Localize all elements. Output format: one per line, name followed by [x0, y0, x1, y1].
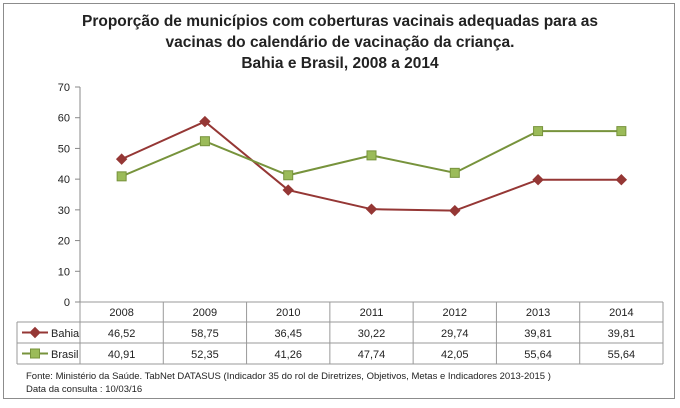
chart-frame: [3, 3, 675, 399]
bahia-point: [615, 174, 628, 186]
bahia-point: [199, 115, 211, 128]
y-tick-label: 40: [58, 174, 70, 186]
bahia-point: [282, 184, 294, 196]
y-tick-label: 60: [58, 113, 70, 125]
y-tick-label: 50: [58, 143, 70, 155]
data-label: 47,74: [358, 349, 386, 361]
data-label: 40,91: [108, 349, 136, 361]
chart-title: Proporção de municípios com coberturas v…: [82, 13, 598, 30]
data-label: 36,45: [274, 328, 302, 340]
chart-title: Bahia e Brasil, 2008 a 2014: [241, 55, 439, 72]
y-tick-label: 10: [58, 266, 70, 278]
y-tick-label: 70: [58, 82, 70, 94]
legend-marker: [30, 348, 40, 359]
footnote: Data da consulta : 10/03/16: [26, 384, 142, 395]
bahia-point: [449, 204, 461, 217]
data-label: 52,35: [191, 349, 219, 361]
brasil-point: [199, 136, 210, 147]
data-label: 41,26: [274, 349, 302, 361]
footnote: Fonte: Ministério da Saúde. TabNet DATAS…: [26, 371, 551, 382]
legend-label: Brasil: [51, 349, 79, 361]
data-label: 55,64: [608, 349, 636, 361]
x-tick-label: 2008: [109, 307, 133, 319]
x-tick-label: 2012: [443, 307, 467, 319]
bahia-line: [121, 120, 622, 212]
data-label: 39,81: [608, 328, 636, 340]
x-tick-label: 2013: [526, 307, 550, 319]
x-tick-label: 2010: [276, 307, 300, 319]
bahia-point: [532, 174, 544, 186]
data-label: 58,75: [191, 328, 219, 340]
brasil-point: [116, 171, 127, 182]
y-tick-label: 20: [58, 236, 70, 248]
brasil-point: [533, 126, 544, 137]
data-label: 42,05: [441, 349, 469, 361]
data-label: 29,74: [441, 328, 469, 340]
legend-label: Bahia: [51, 328, 80, 340]
brasil-point: [366, 150, 377, 161]
y-tick-label: 0: [64, 297, 70, 309]
data-label: 55,64: [524, 349, 552, 361]
bahia-point: [365, 203, 378, 215]
brasil-point: [449, 167, 460, 178]
y-tick-label: 30: [58, 205, 70, 217]
data-label: 30,22: [358, 328, 386, 340]
chart-title: vacinas do calendário de vacinação da cr…: [166, 34, 515, 51]
x-tick-label: 2014: [609, 307, 633, 319]
bahia-point: [115, 153, 128, 165]
data-label: 39,81: [524, 328, 552, 340]
brasil-point: [283, 170, 294, 181]
x-tick-label: 2009: [193, 307, 217, 319]
x-tick-label: 2011: [360, 307, 384, 319]
brasil-point: [616, 126, 627, 137]
legend-marker: [29, 326, 41, 339]
data-label: 46,52: [108, 328, 136, 340]
